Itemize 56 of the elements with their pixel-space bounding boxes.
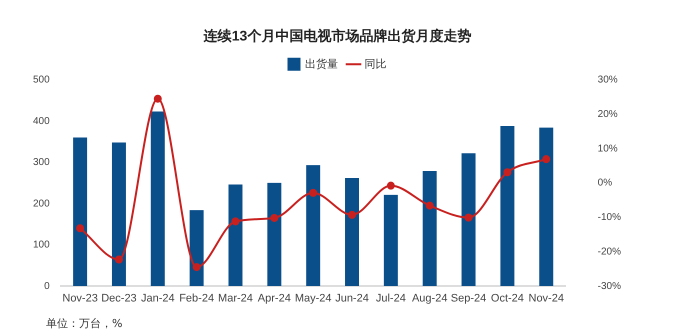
bar: [422, 170, 437, 286]
x-tick-label: Nov-23: [62, 292, 98, 305]
point: [76, 224, 84, 232]
bar: [384, 194, 398, 286]
legend-label: 同比: [364, 57, 386, 70]
bar: [267, 182, 282, 286]
x-tick-label: Apr-24: [258, 292, 291, 305]
y-tick-label: 300: [32, 157, 50, 168]
bar: [539, 128, 554, 286]
x-tick-label: Dec-23: [101, 292, 137, 305]
point: [309, 188, 318, 197]
chart-title: 连续13个月中国电视市场品牌出货月度走势: [202, 27, 472, 44]
y2-tick-label: -30%: [598, 280, 622, 292]
point: [114, 256, 123, 264]
x-tick-label: Feb-24: [179, 292, 214, 305]
y-tick-label: 0: [44, 280, 50, 292]
bar: [228, 184, 242, 286]
y-tick-label: 100: [32, 240, 50, 251]
point: [426, 202, 434, 210]
x-tick-label: Jul-24: [376, 292, 406, 305]
point: [464, 214, 473, 222]
x-tick-label: Aug-24: [412, 292, 448, 305]
y2-tick-label: -10%: [598, 212, 622, 224]
y-tick-label: 200: [32, 198, 50, 210]
x-tick-label: Nov-24: [528, 292, 564, 305]
x-tick-label: May-24: [294, 292, 332, 305]
y2-tick-label: 10%: [598, 143, 618, 154]
point: [154, 94, 162, 103]
bar: [112, 142, 126, 286]
bar: [306, 165, 320, 286]
x-tick-label: Jun-24: [335, 292, 369, 305]
y2-tick-label: -20%: [598, 246, 622, 258]
x-tick-label: Sep-24: [450, 292, 486, 305]
bar: [190, 210, 204, 286]
bar: [150, 112, 165, 286]
y2-tick-label: 0%: [598, 178, 612, 189]
y2-tick-label: 30%: [598, 74, 618, 86]
point: [348, 210, 356, 219]
x-tick-label: Mar-24: [218, 292, 253, 305]
point: [231, 217, 240, 226]
point: [270, 214, 278, 222]
y-tick-label: 500: [32, 74, 50, 86]
point: [542, 155, 550, 164]
bar: [345, 178, 360, 286]
point: [503, 168, 512, 176]
y-tick-label: 400: [32, 116, 50, 127]
point: [192, 263, 201, 272]
bar: [462, 153, 476, 286]
bar: [500, 126, 514, 286]
x-tick-label: Oct-24: [490, 292, 524, 305]
x-tick-label: Jan-24: [140, 292, 175, 305]
bar: [73, 138, 88, 286]
text: 单位：万台，%: [45, 316, 124, 332]
point: [386, 182, 395, 190]
y2-tick-label: 20%: [598, 108, 618, 120]
legend-label: 出货量: [305, 57, 338, 70]
